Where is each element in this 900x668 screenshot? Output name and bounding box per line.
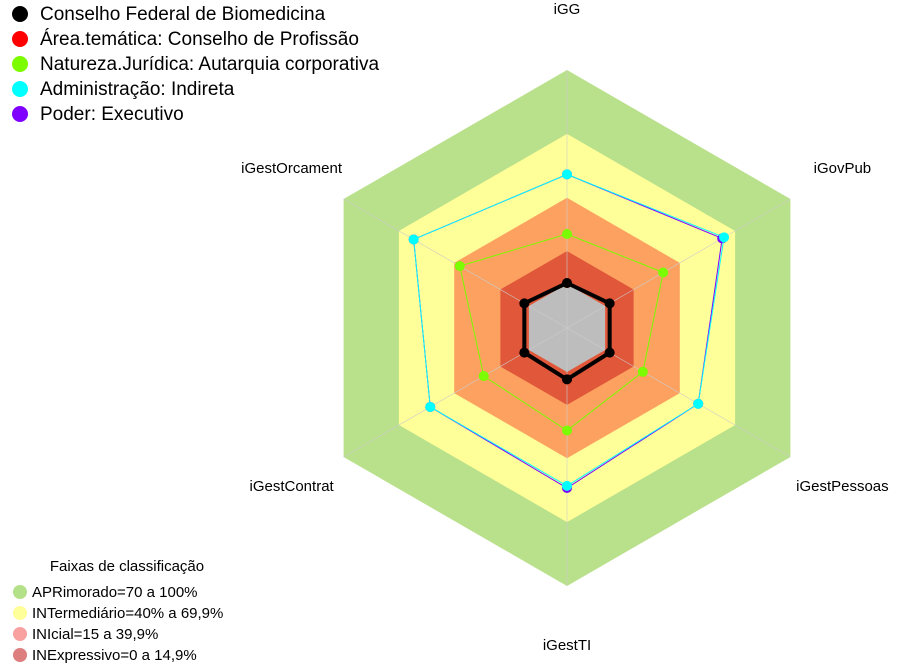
axis-label: iGovPub: [814, 160, 872, 177]
legend-label: Poder: Executivo: [40, 104, 184, 125]
bands-legend-label: INIcial=15 a 39,9%: [32, 626, 158, 643]
bands-legend-label: INExpressivo=0 a 14,9%: [32, 647, 197, 664]
spoke: [566, 327, 791, 458]
legend-marker: [12, 56, 28, 72]
bands-legend-marker: [13, 585, 27, 599]
series-point: [408, 234, 419, 245]
series-point: [562, 425, 572, 436]
bands-legend-title: Faixas de classificação: [50, 558, 204, 575]
series-point: [478, 371, 489, 382]
axis-label: iGestOrcament: [241, 160, 343, 177]
legend-marker: [12, 6, 28, 22]
axis-label: iGestTI: [543, 637, 591, 654]
legend-label: Conselho Federal de Biomedicina: [40, 4, 326, 25]
bands-legend-label: INTermediário=40% a 69,9%: [32, 605, 223, 622]
legend-marker: [12, 81, 28, 97]
series-point: [719, 232, 730, 243]
axis-label: iGG: [554, 1, 581, 18]
series-point: [562, 480, 572, 491]
series-point: [637, 366, 648, 377]
legend-marker: [12, 31, 28, 47]
series-point: [519, 298, 530, 309]
bands-legend-marker: [13, 627, 27, 641]
bands-legend-label: APRimorado=70 a 100%: [32, 584, 198, 601]
bands-legend-marker: [13, 606, 27, 620]
series-point: [454, 261, 465, 272]
series-point: [604, 298, 615, 309]
series-point: [519, 347, 530, 358]
series-point: [562, 374, 572, 385]
axis-label: iGestPessoas: [796, 478, 889, 495]
series-point: [562, 229, 572, 240]
axis-label: iGestContrat: [250, 478, 335, 495]
spoke: [343, 198, 568, 329]
series-point: [658, 267, 669, 278]
legend-marker: [12, 106, 28, 122]
bands-legend-marker: [13, 648, 27, 662]
spoke: [343, 327, 568, 458]
series-point: [425, 401, 436, 412]
series-point: [562, 169, 572, 180]
legend-label: Natureza.Jurídica: Autarquia corporativa: [40, 54, 379, 75]
series-point: [562, 278, 572, 288]
legend-label: Área.temática: Conselho de Profissão: [40, 29, 359, 50]
spoke: [566, 198, 791, 329]
series-point: [693, 398, 704, 409]
series-point: [604, 347, 615, 358]
legend-label: Administração: Indireta: [40, 79, 235, 100]
